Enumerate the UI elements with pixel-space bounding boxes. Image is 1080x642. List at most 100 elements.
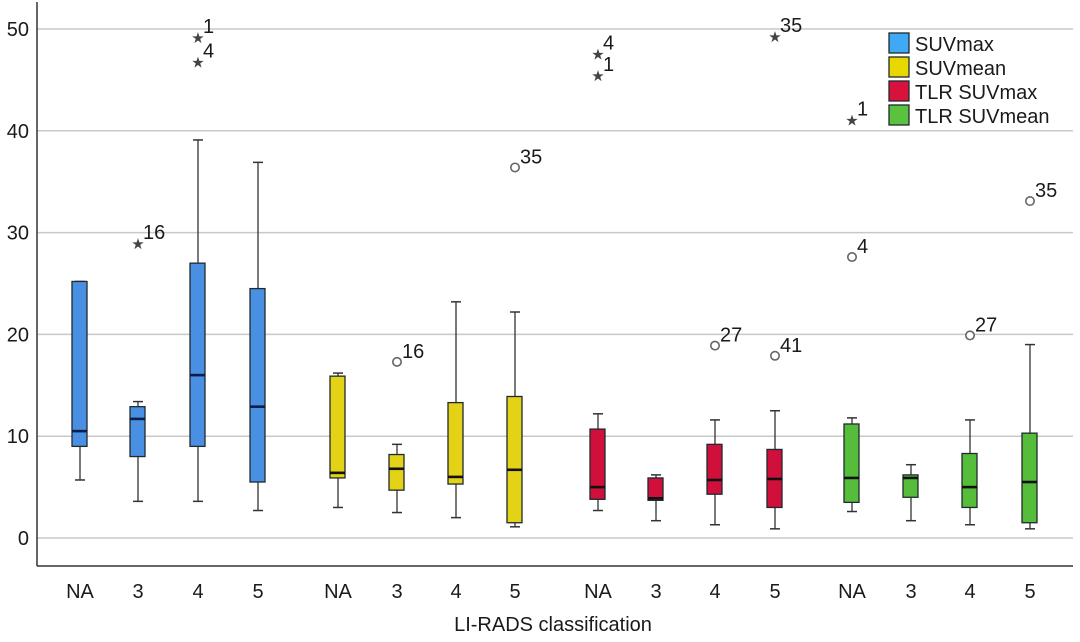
x-tick-label: 4 bbox=[709, 581, 720, 603]
box-NA bbox=[843, 417, 860, 513]
box-iqr bbox=[706, 443, 723, 495]
outlier-marker bbox=[846, 252, 857, 263]
x-tick-label: NA bbox=[324, 581, 352, 603]
box-4 bbox=[189, 139, 206, 503]
box-iqr bbox=[447, 401, 464, 485]
x-tick-label: 3 bbox=[132, 581, 143, 603]
box-NA bbox=[71, 280, 88, 481]
legend-swatch bbox=[888, 32, 910, 54]
box-iqr bbox=[961, 452, 978, 509]
outlier-label: 16 bbox=[402, 341, 424, 363]
legend-label: TLR SUVmax bbox=[915, 82, 1037, 104]
box-iqr bbox=[902, 474, 919, 498]
outlier-label: 4 bbox=[603, 32, 614, 54]
x-tick-label: 5 bbox=[509, 581, 520, 603]
x-tick-label: 3 bbox=[391, 581, 402, 603]
y-tick-label: 20 bbox=[7, 324, 29, 346]
extreme-marker: ★ bbox=[191, 55, 204, 72]
x-tick-label: 4 bbox=[450, 581, 461, 603]
box-iqr bbox=[71, 280, 88, 448]
legend-swatch bbox=[888, 104, 910, 126]
y-tick-label: 0 bbox=[18, 528, 29, 550]
legend-label: SUVmean bbox=[915, 58, 1006, 80]
box-3 bbox=[129, 400, 146, 503]
outlier-label: 1 bbox=[857, 99, 868, 121]
box-5 bbox=[1021, 343, 1038, 530]
outlier-marker bbox=[964, 330, 975, 341]
extreme-marker: ★ bbox=[591, 68, 604, 85]
outlier-marker bbox=[509, 162, 520, 173]
series-suvmean bbox=[329, 301, 523, 528]
outlier-marker bbox=[391, 356, 402, 367]
box-iqr bbox=[189, 262, 206, 448]
box-iqr bbox=[129, 406, 146, 458]
legend-swatch bbox=[888, 56, 910, 78]
box-5 bbox=[249, 161, 266, 512]
legend-label: TLR SUVmean bbox=[915, 106, 1050, 128]
x-tick-label: 4 bbox=[192, 581, 203, 603]
box-iqr bbox=[329, 375, 346, 479]
outlier-label: 4 bbox=[857, 236, 868, 258]
series-suvmax bbox=[71, 139, 266, 512]
box-iqr bbox=[843, 423, 860, 504]
x-tick-label: 5 bbox=[1024, 581, 1035, 603]
outlier-label: 1 bbox=[203, 16, 214, 38]
x-tick-label: 4 bbox=[964, 581, 975, 603]
outlier-label: 35 bbox=[780, 15, 802, 37]
extreme-marker: ★ bbox=[131, 236, 144, 253]
outlier-label: 27 bbox=[720, 325, 742, 347]
outlier-marker bbox=[1025, 196, 1036, 207]
legend-item: TLR SUVmax bbox=[888, 80, 1037, 104]
box-4 bbox=[706, 419, 723, 526]
legend-item: SUVmean bbox=[888, 56, 1006, 80]
box-iqr bbox=[1021, 432, 1038, 524]
outlier-label: 16 bbox=[143, 222, 165, 244]
box-NA bbox=[589, 413, 606, 512]
gridlines bbox=[37, 28, 1073, 539]
extreme-marker: ★ bbox=[191, 30, 204, 47]
x-axis-title: LI-RADS classification bbox=[454, 614, 652, 636]
box-5 bbox=[766, 410, 783, 530]
outlier-marker bbox=[769, 350, 780, 361]
box-groups bbox=[71, 139, 1038, 530]
outlier-label: 35 bbox=[520, 146, 542, 168]
x-tick-label: 3 bbox=[650, 581, 661, 603]
box-3 bbox=[647, 474, 664, 522]
series-tlr-suvmax bbox=[589, 410, 783, 530]
box-4 bbox=[447, 301, 464, 519]
extreme-marker: ★ bbox=[591, 46, 604, 63]
extreme-marker: ★ bbox=[845, 113, 858, 130]
x-tick-label: NA bbox=[838, 581, 866, 603]
y-axis: 0 10 20 30 40 50 bbox=[7, 2, 38, 566]
box-3 bbox=[902, 463, 919, 522]
extreme-marker: ★ bbox=[768, 29, 781, 46]
outlier-label: 41 bbox=[780, 335, 802, 357]
box-iqr bbox=[647, 477, 664, 501]
box-5 bbox=[506, 311, 523, 528]
legend-label: SUVmax bbox=[915, 34, 994, 56]
legend-swatch bbox=[888, 80, 910, 102]
outlier-label: 4 bbox=[203, 41, 214, 63]
y-tick-label: 10 bbox=[7, 426, 29, 448]
box-3 bbox=[388, 443, 405, 514]
box-iqr bbox=[506, 395, 523, 524]
box-NA bbox=[329, 372, 346, 509]
y-tick-label: 50 bbox=[7, 19, 29, 41]
outlier-label: 27 bbox=[975, 314, 997, 336]
box-iqr bbox=[388, 453, 405, 491]
x-tick-label: 5 bbox=[252, 581, 263, 603]
x-tick-label: NA bbox=[584, 581, 612, 603]
legend-item: TLR SUVmean bbox=[888, 104, 1050, 128]
box-iqr bbox=[589, 428, 606, 500]
x-tick-label: NA bbox=[66, 581, 94, 603]
outlier-marker bbox=[709, 340, 720, 351]
series-tlr-suvmean bbox=[843, 343, 1038, 530]
box-4 bbox=[961, 419, 978, 526]
outlier-label: 1 bbox=[603, 54, 614, 76]
y-tick-label: 30 bbox=[7, 223, 29, 245]
x-axis: NA 3 4 5 NA 3 4 5 NA 3 4 5 NA 3 4 5 bbox=[37, 565, 1073, 603]
y-tick-label: 40 bbox=[7, 121, 29, 143]
